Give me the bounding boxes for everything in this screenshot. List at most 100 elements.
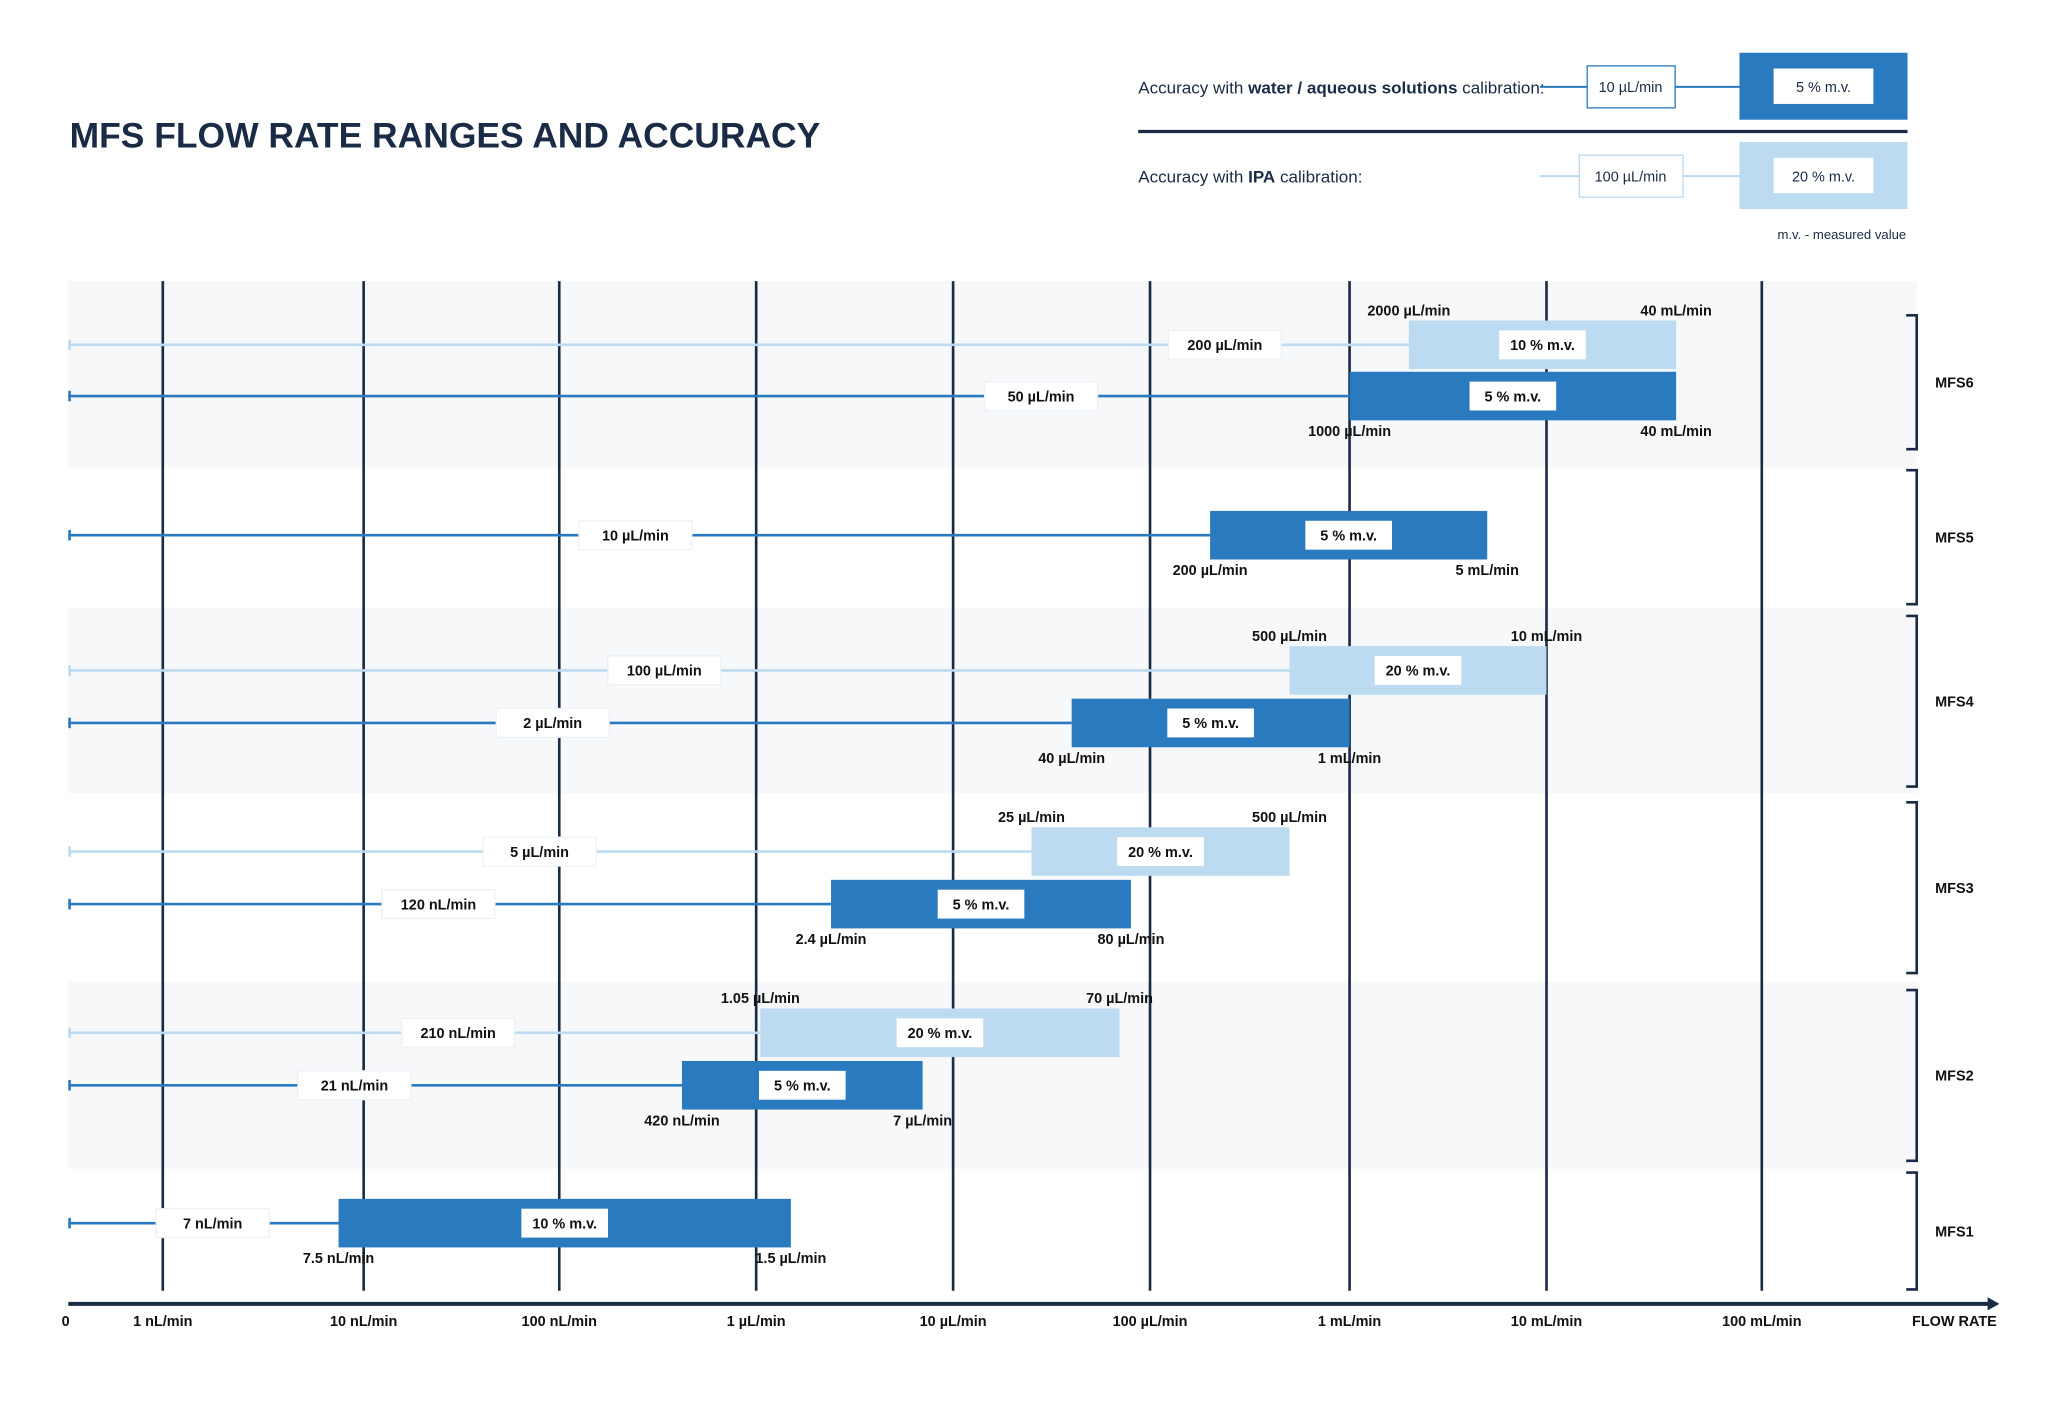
legend-water-accuracy-box — [1773, 68, 1874, 104]
model-label: MFS6 — [1935, 376, 1974, 392]
model-bracket — [1906, 314, 1919, 451]
legend-ipa-accuracy-box — [1773, 157, 1874, 194]
legend-ipa-accuracy: 20 % m.v. — [1792, 169, 1855, 185]
accuracy-label: 5 % m.v. — [774, 1079, 831, 1095]
model-mfs5: 10 µL/min 5 % m.v. 200 µL/min 5 mL/min MFS5 — [68, 468, 1974, 606]
model-label: MFS2 — [1935, 1069, 1974, 1085]
max-flow-label: 40 mL/min — [1640, 303, 1711, 319]
accuracy-label-box — [1167, 708, 1254, 738]
model-label: MFS5 — [1935, 530, 1974, 546]
series-rows: 200 µL/min 10 % m.v. 2000 µL/min 40 mL/min 5… — [68, 303, 1974, 1291]
x-tick-label: 100 mL/min — [1722, 1314, 1801, 1330]
legend-water-range-label: 10 µL/min — [1599, 80, 1663, 96]
range-label: 120 nL/min — [401, 897, 476, 913]
accuracy-label-box — [521, 1208, 609, 1238]
range-label-box — [155, 1208, 270, 1239]
accuracy-label-box — [1499, 330, 1586, 360]
min-flow-label: 200 µL/min — [1173, 563, 1248, 579]
x-tick-label: 100 nL/min — [522, 1314, 597, 1330]
legend-suffix: calibration: — [1457, 78, 1544, 97]
legend-prefix: Accuracy with — [1138, 168, 1248, 187]
x-tick-label: 10 µL/min — [920, 1314, 987, 1330]
range-label-box — [607, 655, 722, 686]
legend-suffix: calibration: — [1275, 168, 1362, 187]
accuracy-label-box — [1117, 837, 1204, 867]
model-label: MFS1 — [1935, 1224, 1974, 1240]
range-label-box — [578, 520, 693, 551]
min-flow-label: 420 nL/min — [644, 1113, 719, 1129]
max-flow-label: 80 µL/min — [1098, 932, 1165, 948]
model-bracket — [1906, 468, 1919, 606]
x-tick-label: 100 µL/min — [1113, 1314, 1188, 1330]
range-label-box — [297, 1070, 412, 1101]
min-flow-label: 2000 µL/min — [1367, 303, 1450, 319]
accuracy-label-box — [896, 1018, 984, 1048]
accuracy-label: 10 % m.v. — [1510, 338, 1575, 354]
chart-title: MFS FLOW RATE RANGES AND ACCURACY — [70, 115, 821, 155]
legend-water-accuracy: 5 % m.v. — [1796, 80, 1851, 96]
range-label-box — [482, 836, 597, 867]
max-flow-label: 500 µL/min — [1252, 810, 1327, 826]
range-label: 100 µL/min — [627, 664, 702, 680]
legend-bold: IPA — [1248, 168, 1275, 187]
range-label: 2 µL/min — [523, 716, 582, 732]
model-bracket — [1906, 988, 1919, 1163]
max-flow-label: 70 µL/min — [1086, 991, 1153, 1007]
accuracy-label: 20 % m.v. — [1386, 664, 1451, 680]
min-flow-label: 7.5 nL/min — [303, 1251, 374, 1267]
min-flow-label: 2.4 µL/min — [796, 932, 867, 948]
legend-prefix: Accuracy with — [1138, 78, 1248, 97]
legend-bold: water / aqueous solutions — [1247, 78, 1457, 97]
min-flow-label: 500 µL/min — [1252, 629, 1327, 645]
x-axis-arrow — [1987, 1297, 2000, 1311]
accuracy-label: 5 % m.v. — [953, 897, 1010, 913]
min-flow-label: 1000 µL/min — [1308, 424, 1391, 440]
range-label-box — [401, 1017, 516, 1048]
accuracy-label: 5 % m.v. — [1320, 528, 1377, 544]
min-flow-label: 1.05 µL/min — [721, 991, 800, 1007]
max-flow-label: 5 mL/min — [1456, 563, 1519, 579]
model-bracket — [1906, 614, 1919, 788]
accuracy-label-box — [1374, 655, 1462, 685]
range-label: 5 µL/min — [510, 845, 569, 861]
range-label: 210 nL/min — [420, 1026, 495, 1042]
range-label: 21 nL/min — [321, 1079, 388, 1095]
range-label: 200 µL/min — [1187, 338, 1262, 354]
legend-note: m.v. - measured value — [1777, 227, 1906, 242]
x-tick-label: 1 mL/min — [1318, 1314, 1381, 1330]
model-mfs2: 210 nL/min 20 % m.v. 1.05 µL/min 70 µL/min 2… — [68, 988, 1974, 1163]
max-flow-label: 10 mL/min — [1511, 629, 1582, 645]
x-tick-label: 1 µL/min — [727, 1314, 786, 1330]
row-band-mfs4 — [68, 608, 1917, 794]
model-label: MFS4 — [1935, 695, 1974, 711]
max-flow-label: 7 µL/min — [893, 1113, 952, 1129]
model-bracket — [1906, 801, 1919, 975]
max-flow-label: 1.5 µL/min — [755, 1251, 826, 1267]
grid-lines — [161, 281, 1764, 1291]
accuracy-label-box — [1305, 520, 1392, 550]
x-axis-label: FLOW RATE — [1912, 1314, 1997, 1330]
accuracy-label: 5 % m.v. — [1182, 716, 1239, 732]
accuracy-label-box — [937, 889, 1025, 919]
model-label: MFS3 — [1935, 881, 1974, 897]
legend-water-range-box — [1586, 65, 1676, 109]
x-tick-label: 10 nL/min — [330, 1314, 397, 1330]
model-bracket — [1906, 1171, 1919, 1291]
accuracy-label: 20 % m.v. — [908, 1026, 973, 1042]
accuracy-label: 10 % m.v. — [532, 1216, 597, 1232]
accuracy-label-box — [1469, 381, 1557, 411]
max-flow-label: 40 mL/min — [1640, 424, 1711, 440]
max-flow-label: 1 mL/min — [1318, 751, 1381, 767]
legend: Accuracy with water / aqueous solutions … — [1138, 52, 1908, 242]
range-label-box — [983, 380, 1099, 412]
accuracy-label: 5 % m.v. — [1484, 389, 1541, 405]
accuracy-label: 20 % m.v. — [1128, 845, 1193, 861]
model-mfs6: 200 µL/min 10 % m.v. 2000 µL/min 40 mL/min 5… — [68, 303, 1974, 451]
model-mfs3: 5 µL/min 20 % m.v. 25 µL/min 500 µL/min 120 … — [68, 801, 1974, 975]
legend-ipa-range-box — [1578, 154, 1684, 198]
range-label-box — [381, 889, 496, 920]
range-label: 7 nL/min — [183, 1216, 242, 1232]
accuracy-label-box — [758, 1070, 846, 1100]
model-mfs1: 7 nL/min 10 % m.v. 7.5 nL/min 1.5 µL/min MFS… — [68, 1171, 1974, 1291]
